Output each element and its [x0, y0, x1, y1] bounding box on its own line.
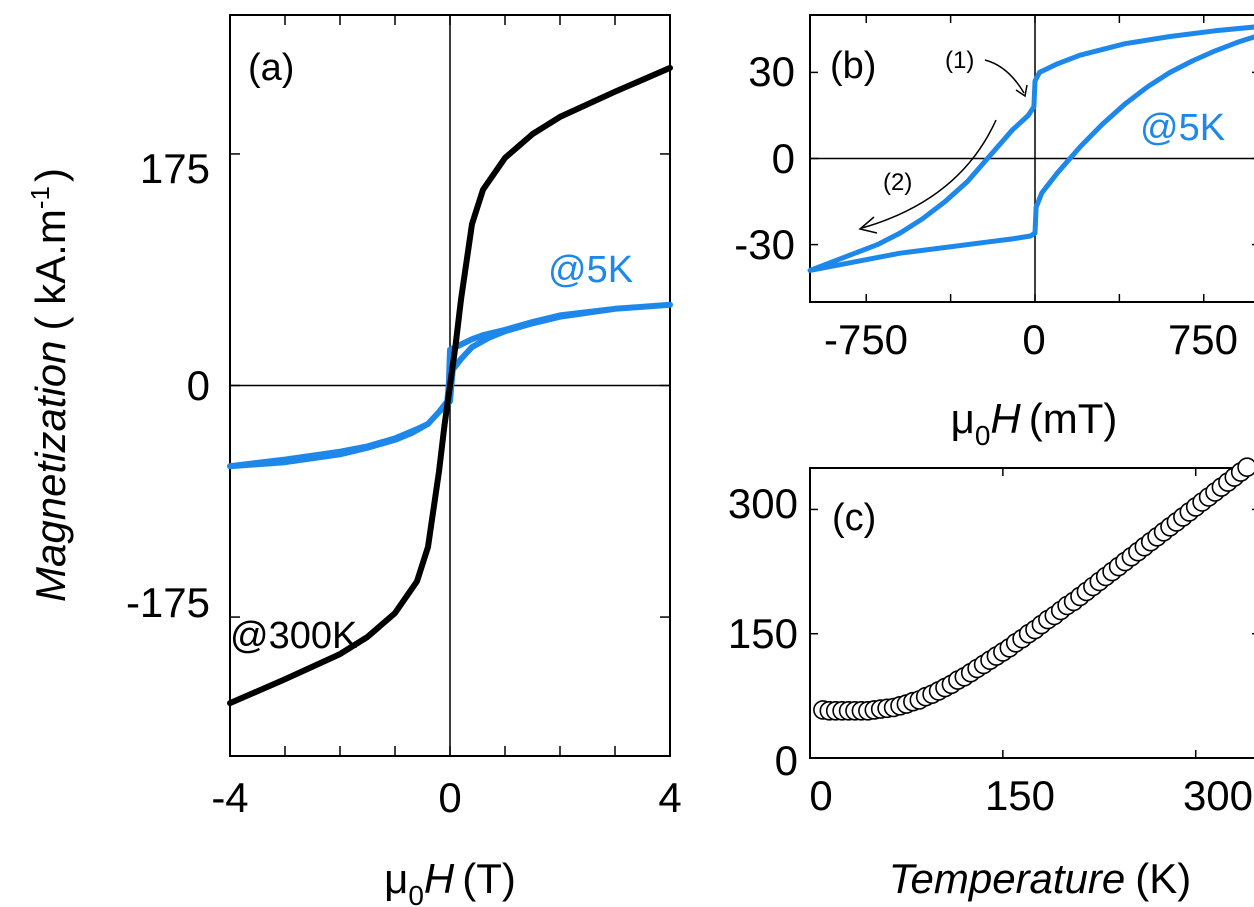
arrow-1-head	[1015, 84, 1028, 98]
arrow-1	[984, 59, 1025, 94]
panel-b-chart: (b) (1) (2) @5K 30 0 -30 -750 0 750 μ0H(…	[734, 14, 1254, 451]
arrow-2	[861, 119, 997, 229]
panel-c-ticks	[810, 468, 1254, 758]
series-label-300k: @300K	[230, 615, 357, 657]
x-label-word: Temperature	[889, 855, 1126, 902]
x-tick-label: 150	[985, 772, 1055, 819]
x-tick-label: 300	[1183, 772, 1253, 819]
panel-c-series	[813, 457, 1254, 721]
x-tick-label: 0	[438, 774, 461, 821]
panel-a-x-axis-label: μ0H (T)	[384, 855, 516, 907]
x-tick-label: -4	[211, 774, 248, 821]
x-label-mu: μ	[951, 395, 975, 442]
y-tick-label: 0	[772, 135, 795, 182]
panel-a-series	[227, 64, 673, 707]
x-label-var: H	[424, 855, 455, 902]
panel-c-frame	[809, 467, 1254, 759]
series-5k-loop	[807, 24, 1254, 273]
panel-c-label: (c)	[832, 497, 876, 539]
panel-c-x-axis-label: Temperature (K)	[889, 855, 1192, 902]
panel-a-chart: (a) @5K @300K 0 175 -175 -4 0 4 μ0H (T) M…	[25, 14, 682, 907]
panel-b-label: (b)	[830, 45, 876, 87]
y-tick-label: 30	[748, 48, 795, 95]
x-tick-label: 0	[1022, 316, 1045, 363]
y-tick-label: 0	[187, 362, 210, 409]
y-tick-label: 150	[728, 610, 798, 657]
y-tick-label: -175	[126, 579, 210, 626]
x-label-sub: 0	[408, 880, 424, 907]
series-300k-curve	[227, 64, 673, 707]
annotation-2: (2)	[883, 169, 912, 196]
x-label-unit: (K)	[1135, 855, 1191, 902]
y-tick-label: 300	[728, 480, 798, 527]
data-point	[1237, 457, 1254, 477]
x-label-unit: (T)	[462, 855, 516, 902]
x-tick-label: 750	[1168, 316, 1238, 363]
y-tick-label: 0	[775, 737, 798, 784]
y-tick-label: -30	[734, 221, 795, 268]
panel-c-chart: (c) 300 150 0 0 150 300 Temperature (K)	[728, 457, 1254, 902]
panel-a-label: (a)	[248, 47, 294, 89]
x-tick-label: 0	[809, 772, 832, 819]
panel-b-series	[807, 24, 1254, 273]
x-label-mu: μ	[384, 855, 408, 902]
x-label-unit: (mT)	[1029, 395, 1118, 442]
y-label-close: )	[27, 168, 74, 182]
y-label-word: Magnetization	[27, 340, 74, 602]
panel-b-x-axis-label: μ0H (mT)	[951, 395, 1118, 451]
x-label-var: H	[990, 395, 1021, 442]
x-tick-label: 4	[658, 774, 681, 821]
series-label-5k: @5K	[548, 249, 633, 291]
y-label-exp: -1	[25, 186, 55, 209]
series-5k-loop	[227, 301, 673, 470]
y-tick-label: 175	[140, 145, 210, 192]
panel-a-y-axis-label: Magnetization ( kA.m-1)	[25, 168, 74, 602]
y-label-unit: ( kA.m	[27, 209, 74, 330]
x-label-sub: 0	[975, 420, 991, 451]
series-label-5k-b: @5K	[1140, 107, 1225, 149]
annotation-1: (1)	[945, 47, 974, 74]
arrow-2-head	[858, 216, 878, 234]
x-tick-label: -750	[824, 316, 908, 363]
